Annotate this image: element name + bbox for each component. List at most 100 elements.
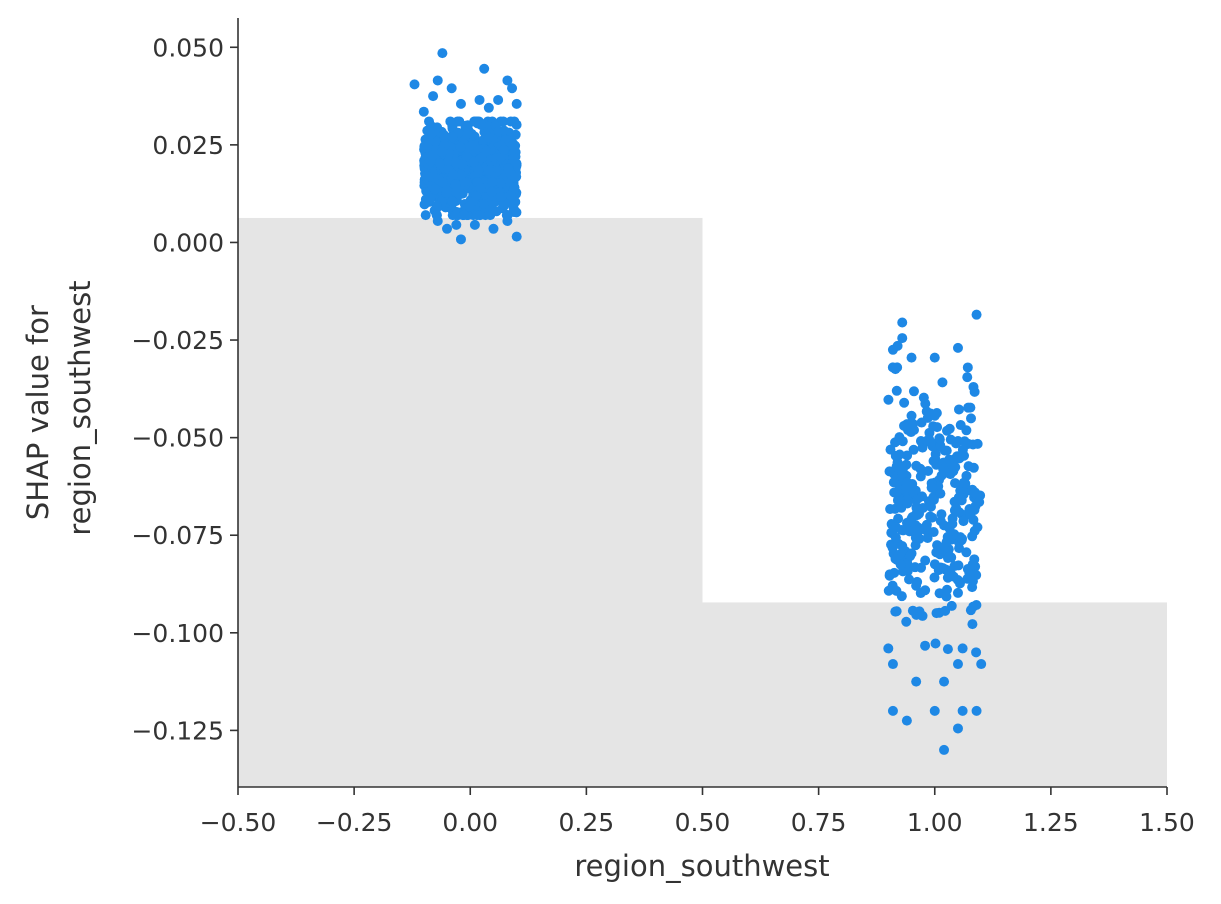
data-point [961, 547, 972, 558]
data-point [896, 464, 907, 475]
data-point [441, 185, 452, 196]
data-point [957, 533, 968, 544]
data-point [475, 182, 486, 193]
data-point [498, 125, 509, 136]
data-point [429, 184, 440, 195]
data-point [935, 488, 946, 499]
data-point [904, 574, 915, 585]
data-point [511, 207, 522, 218]
data-point [430, 136, 441, 147]
data-point [891, 385, 902, 396]
data-point [930, 449, 941, 460]
data-point [451, 219, 462, 230]
data-point [950, 478, 961, 489]
data-point [505, 190, 516, 201]
y-ticks: 0.050 0.025 0.000 −0.025 −0.050 −0.075 −0.100 −… [131, 33, 238, 745]
y-axis-title: SHAP value for region_southwest [21, 280, 97, 535]
data-point [971, 309, 982, 320]
data-point [969, 554, 980, 565]
data-point [483, 165, 494, 176]
data-point [957, 444, 968, 455]
data-point [901, 517, 912, 528]
data-point [939, 744, 950, 755]
data-point [887, 362, 898, 373]
data-point [432, 202, 442, 213]
data-point [455, 142, 466, 153]
data-point [897, 317, 908, 328]
data-point [907, 605, 918, 616]
data-point [510, 172, 521, 183]
data-point [437, 146, 447, 157]
data-point [508, 139, 519, 150]
data-point [475, 210, 486, 221]
data-point [451, 157, 462, 168]
data-point [923, 466, 934, 477]
data-point [442, 223, 453, 234]
data-point [491, 206, 502, 217]
data-point [914, 533, 925, 544]
data-point [447, 196, 458, 207]
data-point [931, 608, 942, 619]
data-point [468, 156, 479, 167]
y-tick-label: 0.050 [152, 33, 224, 62]
x-tick-label: 0.75 [791, 808, 847, 837]
data-point [920, 585, 931, 596]
data-point [899, 397, 910, 408]
data-point [925, 437, 936, 448]
data-point [891, 486, 902, 497]
data-point [922, 533, 933, 544]
data-point [887, 705, 898, 716]
data-point [437, 48, 448, 59]
data-point [932, 422, 943, 433]
data-point [958, 477, 969, 488]
data-point [509, 182, 520, 193]
data-point [917, 502, 928, 513]
data-point [952, 659, 963, 670]
data-point [428, 91, 439, 102]
data-point [438, 129, 449, 140]
data-point [427, 150, 438, 161]
x-tick-label: 1.00 [907, 808, 963, 837]
data-point [902, 450, 913, 461]
data-point [474, 94, 485, 105]
data-point [962, 362, 973, 373]
data-point [503, 163, 514, 174]
data-point [458, 210, 469, 221]
data-point [884, 466, 895, 477]
data-point [929, 572, 940, 583]
data-point [487, 176, 498, 187]
data-point [962, 372, 973, 383]
x-tick-label: 0.25 [559, 808, 615, 837]
data-point [947, 518, 958, 529]
y-axis-title-line-1: SHAP value for [21, 305, 55, 520]
data-point [495, 178, 506, 189]
data-point [460, 120, 471, 131]
data-point [502, 215, 513, 226]
data-point [478, 199, 489, 210]
data-point [471, 190, 482, 201]
data-point [493, 94, 504, 105]
data-point [952, 587, 963, 598]
data-point [897, 541, 908, 552]
data-point [893, 496, 904, 507]
x-tick-label: −0.50 [200, 808, 277, 837]
data-point [901, 715, 912, 726]
data-point [455, 98, 466, 109]
data-point [890, 553, 901, 564]
data-point [949, 505, 960, 516]
data-point [961, 425, 972, 436]
data-point [498, 116, 509, 127]
data-point [507, 83, 518, 94]
data-point [942, 644, 953, 655]
data-point [950, 462, 961, 473]
data-point [971, 705, 982, 716]
data-point [887, 659, 898, 670]
data-point [957, 705, 968, 716]
data-point [904, 526, 915, 537]
data-point [905, 550, 916, 561]
data-point [944, 423, 955, 434]
data-point [479, 63, 490, 74]
data-point [929, 352, 940, 363]
data-point [896, 591, 907, 602]
